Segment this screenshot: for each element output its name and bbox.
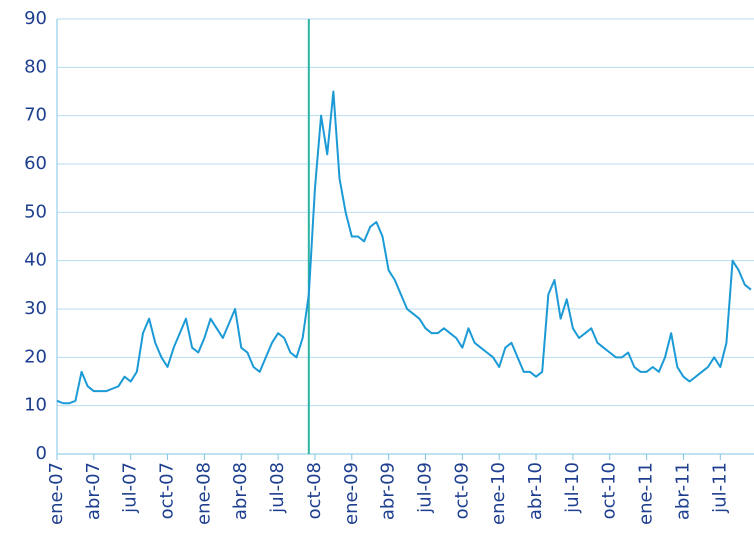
- x-tick-label: jul-08: [267, 462, 288, 514]
- x-tick-label: jul-11: [709, 462, 730, 514]
- x-tick-label: abr-07: [83, 462, 104, 520]
- y-tick-label: 10: [24, 395, 47, 416]
- data-line: [56, 90, 752, 405]
- x-tick-label: ene-07: [46, 462, 67, 525]
- y-tick-label: 70: [24, 105, 47, 126]
- y-tick-label: 40: [24, 250, 47, 271]
- x-tick-label: oct-07: [157, 462, 178, 519]
- x-tick-label: jul-07: [120, 462, 141, 514]
- x-tick-label: ene-09: [341, 462, 362, 525]
- x-tick-label: ene-11: [636, 462, 657, 525]
- y-tick-label: 30: [24, 298, 47, 319]
- x-tick-label: oct-10: [599, 462, 620, 519]
- x-tick-label: abr-10: [525, 462, 546, 520]
- x-tick-label: jul-10: [562, 462, 583, 514]
- y-tick-label: 20: [24, 346, 47, 367]
- y-tick-label: 0: [36, 443, 47, 464]
- x-tick-label: abr-08: [230, 462, 251, 520]
- x-tick-label: abr-09: [378, 462, 399, 520]
- x-tick-label: oct-08: [304, 462, 325, 519]
- y-tick-label: 60: [24, 153, 47, 174]
- x-tick-label: ene-10: [488, 462, 509, 525]
- x-tick-label: abr-11: [672, 462, 693, 520]
- x-tick-label: jul-09: [414, 462, 435, 514]
- y-tick-label: 50: [24, 201, 47, 222]
- y-tick-label: 80: [24, 56, 47, 77]
- x-tick-label: oct-09: [451, 462, 472, 519]
- x-tick-label: ene-08: [193, 462, 214, 525]
- y-tick-label: 90: [24, 8, 47, 29]
